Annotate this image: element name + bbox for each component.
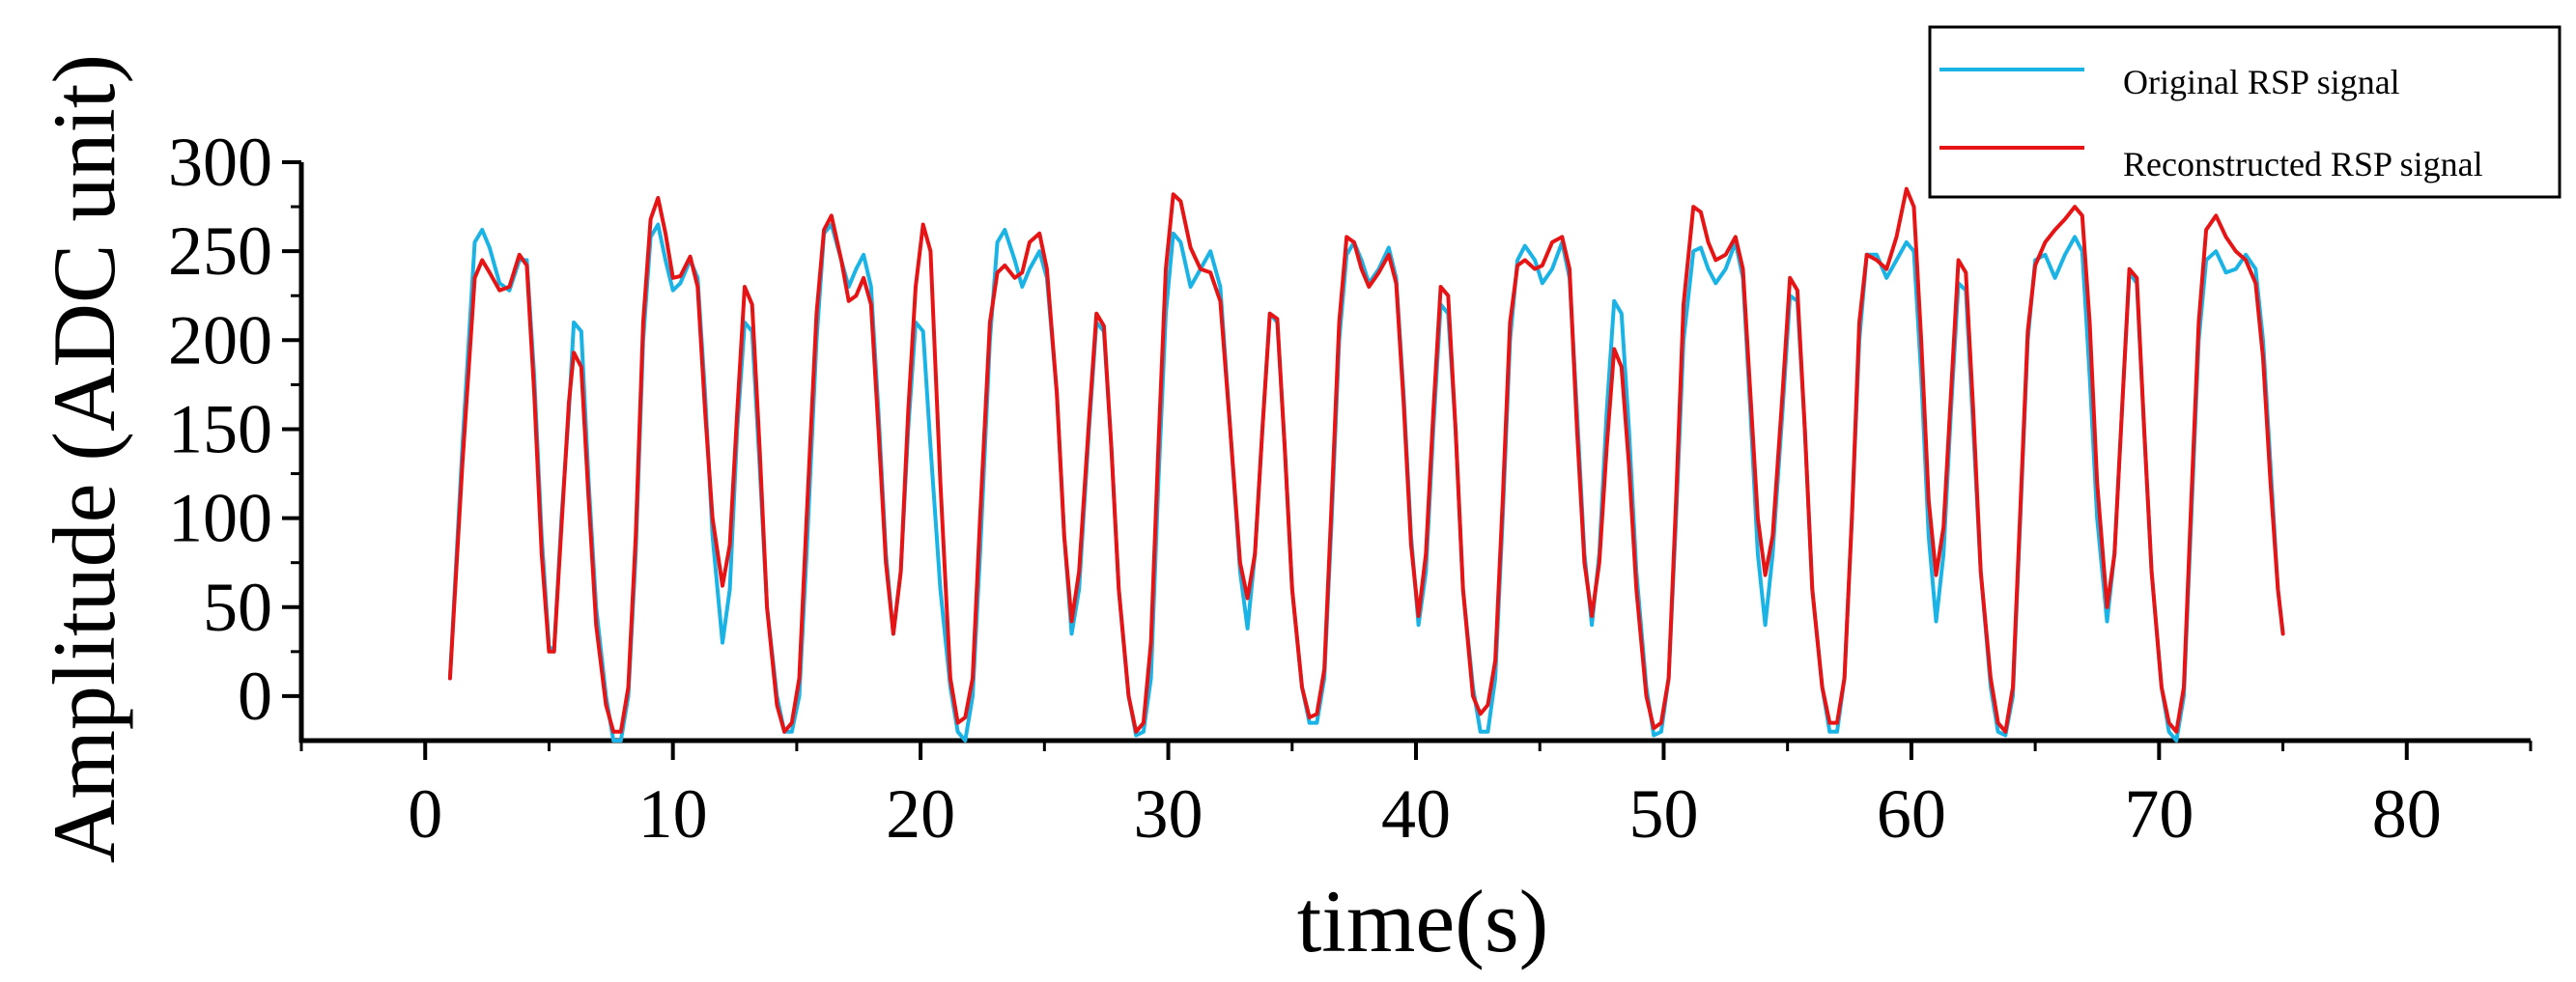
series-original-line xyxy=(447,222,2285,743)
y-tick-label: 300 xyxy=(168,124,272,201)
y-axis-title: Amplitude (ADC unit) xyxy=(35,54,133,863)
series-layer xyxy=(447,186,2285,743)
x-tick-label: 70 xyxy=(2124,775,2194,853)
y-tick-label: 50 xyxy=(203,569,272,646)
y-tick-label: 100 xyxy=(168,480,272,557)
x-tick-label: 40 xyxy=(1381,775,1451,853)
x-tick-label: 80 xyxy=(2372,775,2442,853)
x-tick-label: 20 xyxy=(886,775,955,853)
x-tick-label: 30 xyxy=(1134,775,1203,853)
y-tick-label: 200 xyxy=(168,301,272,379)
y-tick-label: 250 xyxy=(168,212,272,290)
legend-label-original: Original RSP signal xyxy=(2123,63,2400,101)
legend-box xyxy=(1928,25,2562,199)
y-tick-label: 150 xyxy=(168,390,272,467)
x-tick-label: 0 xyxy=(408,775,442,853)
x-axis-title: time(s) xyxy=(1297,872,1549,970)
x-tick-label: 50 xyxy=(1628,775,1698,853)
y-ticks: 0 50 100 150 200 250 300 xyxy=(168,124,301,735)
series-reconstructed-line xyxy=(447,186,2285,734)
legend: Original RSP signal Reconstructed RSP si… xyxy=(1928,25,2562,199)
x-ticks: 0 10 20 30 40 50 60 70 80 xyxy=(299,741,2533,853)
legend-label-reconstructed: Reconstructed RSP signal xyxy=(2123,145,2483,183)
y-tick-label: 0 xyxy=(238,658,272,735)
x-tick-label: 10 xyxy=(638,775,708,853)
x-tick-label: 60 xyxy=(1877,775,1946,853)
